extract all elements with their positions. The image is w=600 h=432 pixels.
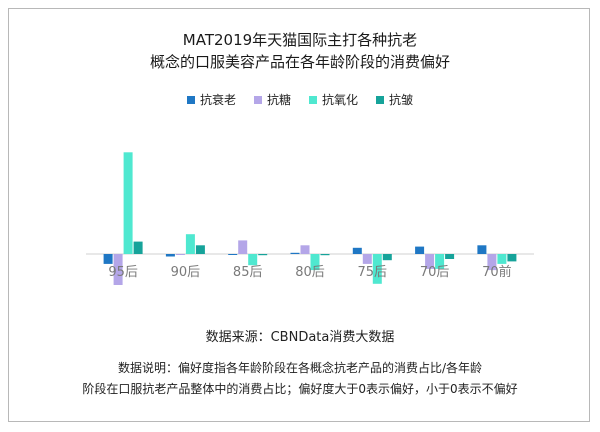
bar-2-1: [238, 240, 248, 254]
legend-swatch: [186, 95, 195, 104]
legend-item-kangtang: 抗糖: [253, 91, 291, 108]
x-tick-label: 90后: [171, 265, 201, 280]
legend-swatch: [309, 95, 317, 104]
legend-label: 抗皱: [389, 93, 414, 107]
bar-1-2: [185, 234, 195, 254]
bar-5-1: [425, 254, 435, 269]
bar-0-1: [113, 254, 123, 285]
bar-5-3: [445, 254, 455, 259]
legend-swatch: [253, 95, 262, 104]
bar-4-2: [372, 254, 382, 284]
bar-3-3: [320, 254, 330, 256]
bar-0-2: [123, 152, 133, 254]
bar-0-0: [103, 254, 113, 264]
data-source: 数据来源：CBNData消费大数据: [205, 330, 395, 345]
legend-item-kangyanghua: 抗氧化: [309, 91, 358, 108]
bar-4-3: [382, 254, 392, 261]
bar-5-2: [435, 254, 445, 269]
bar-6-1: [487, 254, 497, 271]
bar-1-1: [175, 254, 185, 255]
legend-item-kangzhou: 抗皱: [376, 91, 413, 108]
chart-title-line-2: 概念的口服美容产品在各年龄阶段的消费偏好: [149, 53, 450, 71]
bar-3-0: [290, 252, 300, 254]
bar-0-3: [133, 241, 143, 254]
bar-1-3: [195, 245, 205, 254]
x-tick-label: 70前: [482, 264, 512, 280]
bar-6-2: [497, 254, 507, 264]
chart-frame: [8, 8, 590, 422]
bar-4-1: [362, 254, 372, 264]
x-tick-label: 95后: [108, 265, 138, 280]
bar-2-3: [258, 254, 268, 256]
bar-2-2: [248, 254, 258, 266]
legend-label: 抗糖: [266, 93, 291, 107]
bar-3-1: [300, 245, 310, 254]
x-tick-label: 85后: [233, 265, 263, 280]
bar-5-0: [415, 246, 425, 254]
data-note-line-2: 阶段在口服抗老产品整体中的消费占比；偏好度大于0表示偏好，小于0表示不偏好: [82, 382, 518, 396]
legend-swatch: [376, 95, 385, 104]
chart-title-line-1: MAT2019年天猫国际主打各种抗老: [182, 31, 418, 49]
legend-label: 抗衰老: [199, 93, 236, 107]
legend-item-kangshuailao: 抗衰老: [186, 91, 236, 108]
bar-2-0: [228, 254, 238, 255]
bar-4-0: [352, 247, 362, 254]
bar-3-2: [310, 254, 320, 271]
legend: 抗衰老 抗糖 抗氧化 抗皱: [0, 91, 600, 108]
data-note-line-1: 数据说明：偏好度指各年龄阶段在各概念抗老产品的消费占比/各年龄: [117, 361, 483, 375]
x-tick-label: 70后: [420, 265, 450, 280]
x-tick-label: 80后: [295, 265, 325, 280]
bar-6-0: [477, 245, 487, 254]
legend-label: 抗氧化: [322, 93, 359, 107]
bar-1-0: [165, 254, 175, 257]
bar-6-3: [507, 254, 517, 262]
x-tick-label: 75后: [358, 265, 388, 280]
